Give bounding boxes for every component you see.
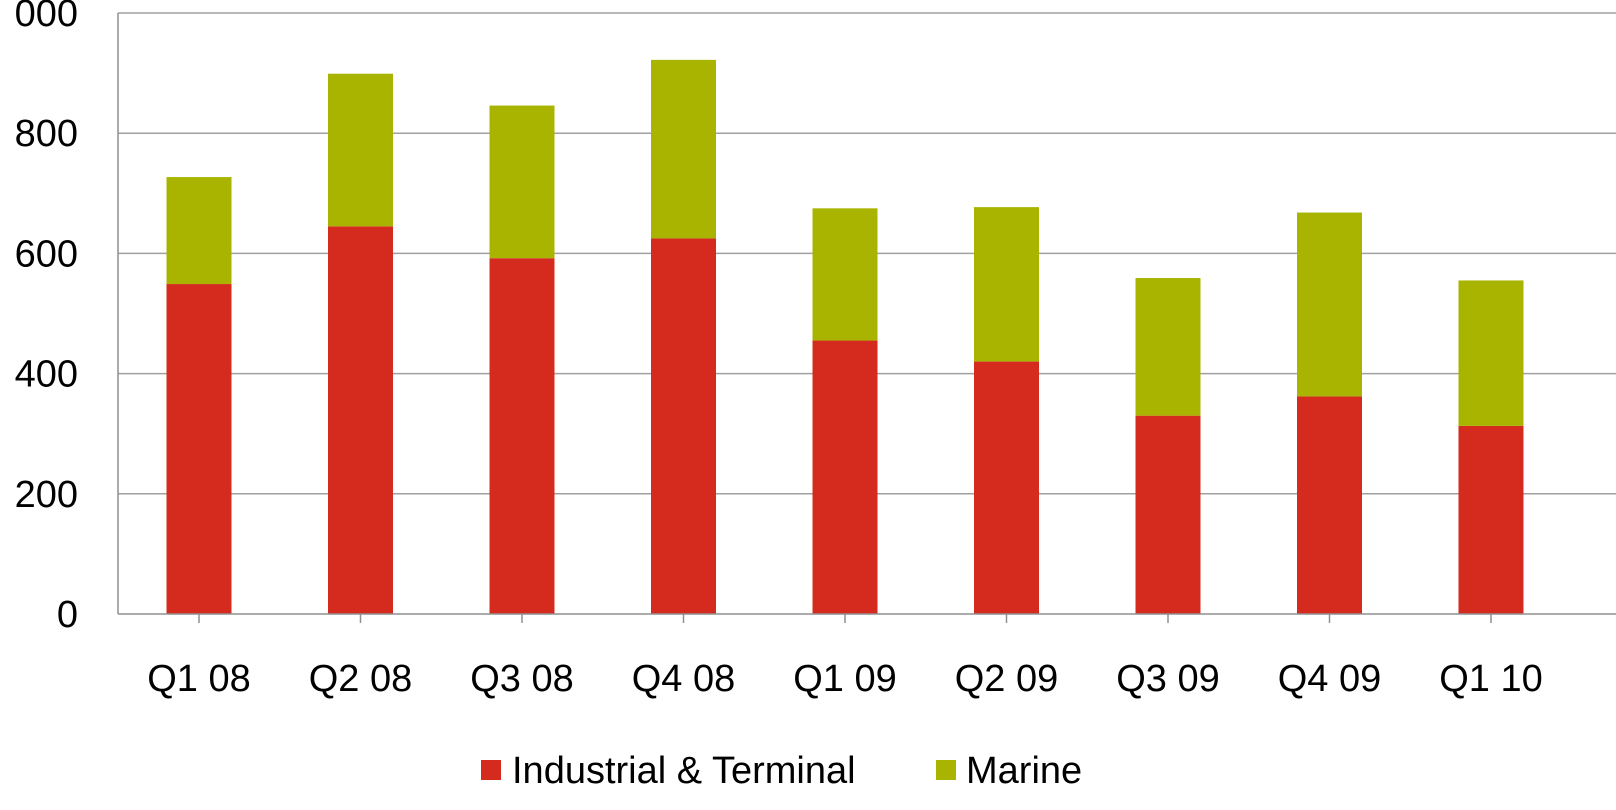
axes xyxy=(117,13,1616,623)
x-tick-label: Q1 10 xyxy=(1439,658,1543,700)
y-tick-label: 0 xyxy=(57,594,78,636)
legend-label: Industrial & Terminal xyxy=(512,750,856,792)
bars xyxy=(166,59,1524,615)
bar-segment xyxy=(651,59,716,239)
bar-segment xyxy=(651,238,716,614)
y-tick-label: 200 xyxy=(15,474,78,516)
bar-segment xyxy=(166,284,232,614)
x-axis-tick-labels: Q1 08 Q2 08 Q3 08 Q4 08 Q1 09 Q2 09 Q3 09 Q4 09… xyxy=(147,658,1543,700)
y-tick-label: 000 xyxy=(15,0,78,35)
bar-segment xyxy=(328,226,393,615)
bar-segment xyxy=(1458,425,1524,614)
bar-segment xyxy=(166,177,232,285)
bar-segment xyxy=(974,361,1039,614)
y-tick-label: 600 xyxy=(15,233,78,275)
x-tick-label: Q1 08 xyxy=(147,658,251,700)
x-tick-label: Q3 08 xyxy=(470,658,574,700)
x-tick-label: Q2 08 xyxy=(309,658,413,700)
bar-segment xyxy=(1297,396,1362,614)
legend-swatch xyxy=(936,760,956,780)
legend-swatch xyxy=(481,760,501,780)
bar-segment xyxy=(489,105,555,259)
bar-segment xyxy=(812,208,878,341)
bar-segment xyxy=(1458,280,1524,426)
bar-segment xyxy=(328,73,393,227)
y-tick-label: 800 xyxy=(15,113,78,155)
x-tick-label: Q4 08 xyxy=(632,658,736,700)
bar-segment xyxy=(1135,278,1201,416)
legend-label: Marine xyxy=(966,750,1082,792)
bar-segment xyxy=(812,340,878,614)
y-tick-label: 400 xyxy=(15,354,78,396)
bar-segment xyxy=(974,207,1039,362)
x-tick-label: Q4 09 xyxy=(1278,658,1382,700)
x-tick-label: Q2 09 xyxy=(955,658,1059,700)
bar-segment xyxy=(489,258,555,614)
x-tick-label: Q3 09 xyxy=(1116,658,1220,700)
bar-segment xyxy=(1135,415,1201,614)
bar-segment xyxy=(1297,212,1362,397)
legend: Industrial & Terminal Marine xyxy=(481,750,1082,792)
x-tick-label: Q1 09 xyxy=(793,658,897,700)
y-axis-tick-labels: 0 200 400 600 800 000 xyxy=(15,0,78,636)
